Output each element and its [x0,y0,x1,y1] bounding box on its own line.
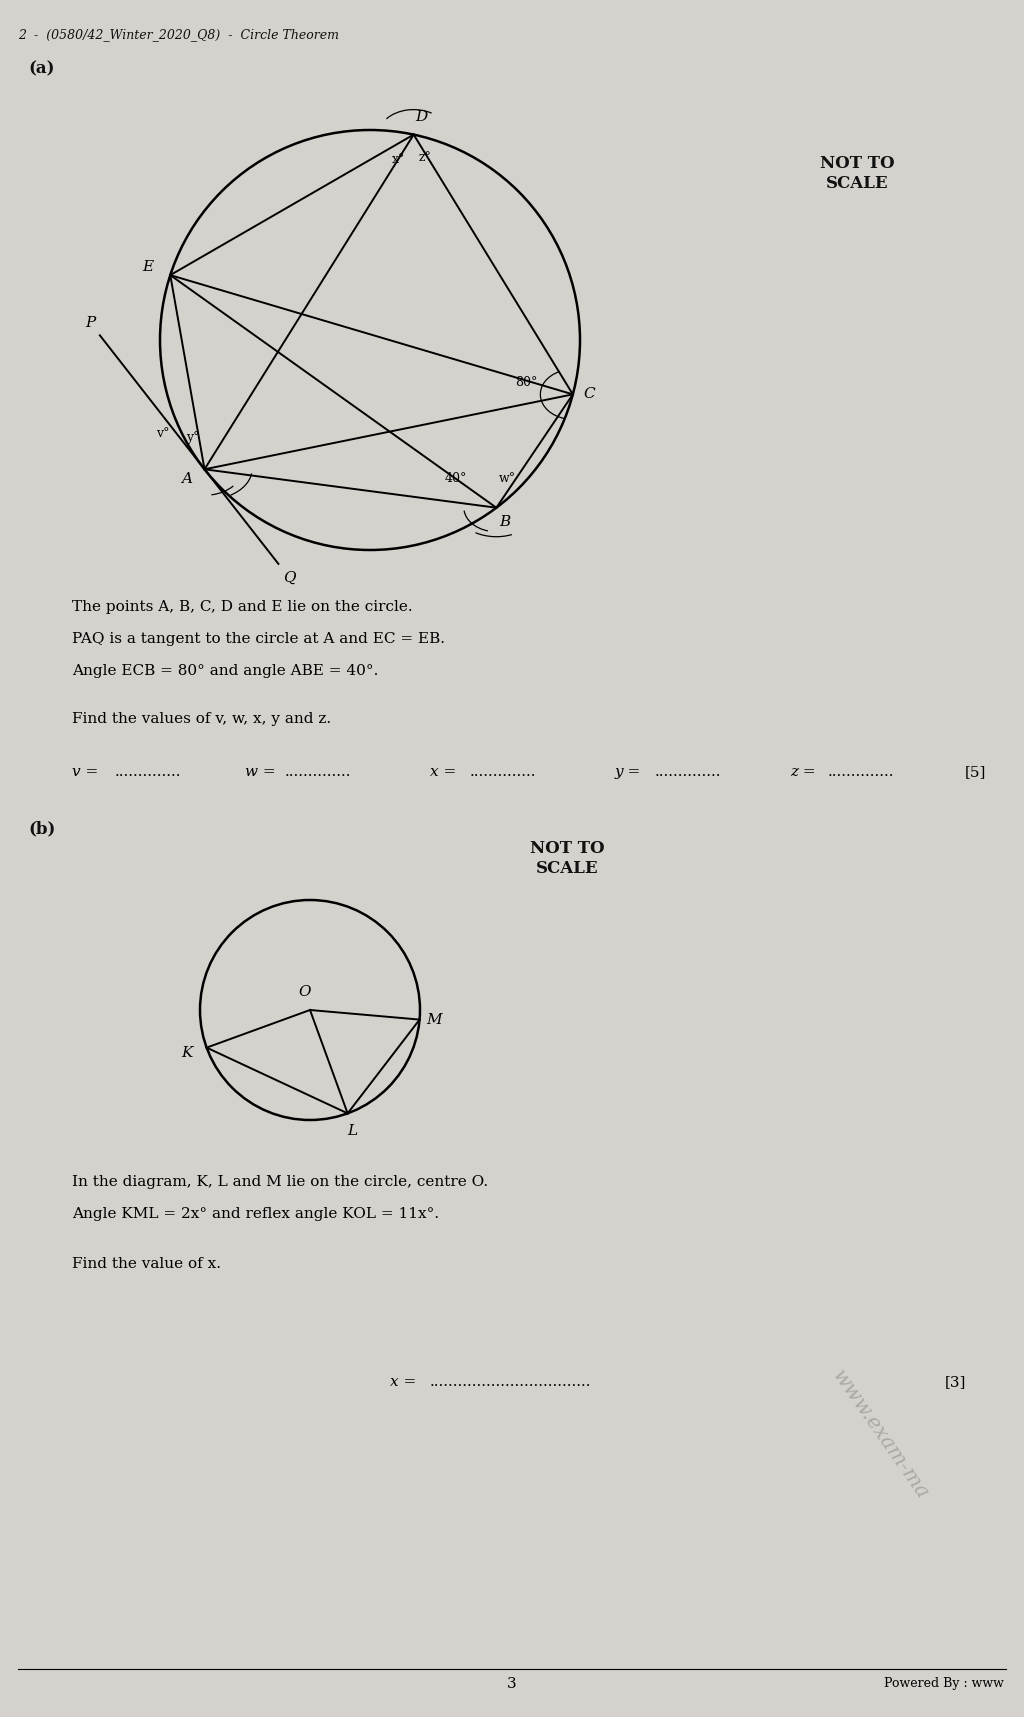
Text: NOT TO
SCALE: NOT TO SCALE [820,155,895,192]
Text: [5]: [5] [965,766,986,780]
Text: z°: z° [419,151,431,163]
Text: Q: Q [284,570,296,585]
Text: 2  -  (0580/42_Winter_2020_Q8)  -  Circle Theorem: 2 - (0580/42_Winter_2020_Q8) - Circle Th… [18,27,339,41]
Text: The points A, B, C, D and E lie on the circle.: The points A, B, C, D and E lie on the c… [72,599,413,615]
Text: ..............: .............. [115,766,181,780]
Text: ..............: .............. [655,766,722,780]
Text: (a): (a) [28,60,54,77]
Text: Find the value of x.: Find the value of x. [72,1257,221,1271]
Text: L: L [347,1125,357,1138]
Text: ..............: .............. [828,766,895,780]
Text: 40°: 40° [444,472,467,484]
Text: Angle ECB = 80° and angle ABE = 40°.: Angle ECB = 80° and angle ABE = 40°. [72,664,379,678]
Text: NOT TO
SCALE: NOT TO SCALE [530,840,604,877]
Text: C: C [583,388,595,402]
Text: 80°: 80° [515,376,538,390]
Text: v =: v = [72,766,98,780]
Text: D: D [416,110,428,124]
Text: In the diagram, K, L and M lie on the circle, centre O.: In the diagram, K, L and M lie on the ci… [72,1174,488,1188]
Text: E: E [142,259,154,275]
Text: w°: w° [499,472,515,484]
Text: [3]: [3] [945,1375,967,1389]
Text: PAQ is a tangent to the circle at A and EC = EB.: PAQ is a tangent to the circle at A and … [72,632,445,646]
Text: (b): (b) [28,821,55,836]
Text: O: O [299,986,311,999]
Text: w =: w = [245,766,275,780]
Text: P: P [85,316,95,330]
Text: y =: y = [615,766,641,780]
Text: B: B [499,515,510,529]
Text: www.exam-ma: www.exam-ma [828,1367,932,1504]
Text: x =: x = [390,1375,416,1389]
Text: Angle KML = 2x° and reflex angle KOL = 11x°.: Angle KML = 2x° and reflex angle KOL = 1… [72,1207,439,1221]
Text: 3: 3 [507,1678,517,1691]
Text: y°: y° [186,431,200,445]
Text: M: M [426,1013,441,1027]
Text: x =: x = [430,766,457,780]
Text: K: K [181,1046,193,1059]
Text: ..............: .............. [470,766,537,780]
Text: ..................................: .................................. [430,1375,592,1389]
Text: Find the values of v, w, x, y and z.: Find the values of v, w, x, y and z. [72,713,331,726]
Text: z =: z = [790,766,816,780]
Text: x°: x° [391,153,406,165]
Text: A: A [181,472,193,486]
Text: ..............: .............. [285,766,351,780]
Text: Powered By : www: Powered By : www [884,1678,1004,1690]
Text: v°: v° [157,428,170,440]
